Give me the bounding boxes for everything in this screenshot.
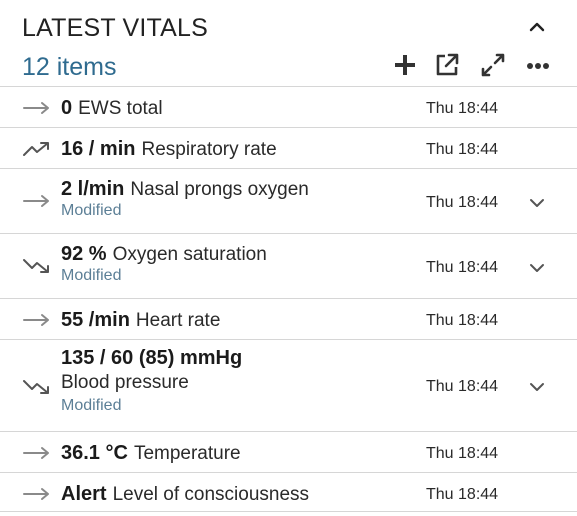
vital-label: Respiratory rate	[141, 139, 277, 160]
vital-time: Thu 18:44	[426, 259, 499, 276]
panel-title: LATEST VITALS	[22, 14, 208, 42]
vital-value: 135 / 60 (85) mmHg	[61, 347, 243, 369]
vital-time: Thu 18:44	[426, 312, 499, 329]
divider	[0, 511, 577, 512]
list-item[interactable]: 92 % Oxygen saturation Modified Thu 18:44	[0, 233, 577, 298]
vital-time: Thu 18:44	[426, 100, 499, 117]
vital-time: Thu 18:44	[426, 141, 499, 158]
vital-time: Thu 18:44	[426, 378, 499, 395]
vital-content: 135 / 60 (85) mmHg Blood pressure Modifi…	[61, 347, 242, 416]
vital-value: 16 / min	[61, 138, 136, 160]
expand-icon[interactable]	[478, 50, 508, 80]
modified-label: Modified	[61, 397, 122, 414]
chevron-up-icon[interactable]	[526, 16, 548, 38]
list-item[interactable]: 2 l/min Nasal prongs oxygen Modified Thu …	[0, 168, 577, 233]
chevron-down-icon[interactable]	[528, 261, 546, 273]
modified-label: Modified	[61, 202, 122, 219]
vital-value: 92 %	[61, 243, 107, 265]
trend-down-icon	[22, 378, 52, 396]
item-count: 12 items	[22, 53, 117, 81]
list-item[interactable]: 16 / min Respiratory rate Thu 18:44	[0, 127, 577, 168]
modified-label: Modified	[61, 267, 122, 284]
vital-label: Nasal prongs oxygen	[130, 179, 309, 200]
vital-value: Alert	[61, 483, 107, 505]
plus-icon[interactable]	[390, 50, 420, 80]
vital-label: Oxygen saturation	[112, 244, 267, 265]
vital-value: 2 l/min	[61, 178, 125, 200]
vital-value: 55 /min	[61, 309, 130, 331]
external-link-icon[interactable]	[432, 50, 462, 80]
list-item[interactable]: Alert Level of consciousness Thu 18:44	[0, 472, 577, 513]
vital-content: 2 l/min Nasal prongs oxygen Modified	[61, 178, 309, 221]
vital-label: Heart rate	[135, 310, 221, 331]
vital-content: 92 % Oxygen saturation Modified	[61, 243, 267, 286]
vital-time: Thu 18:44	[426, 194, 499, 211]
list-item[interactable]: 55 /min Heart rate Thu 18:44	[0, 298, 577, 339]
trend-flat-icon	[22, 311, 52, 329]
vital-content: Alert Level of consciousness	[61, 483, 309, 506]
trend-flat-icon	[22, 444, 52, 462]
vital-content: 55 /min Heart rate	[61, 309, 220, 332]
vitals-list: 0 EWS total Thu 18:44 16 / min Respiratory…	[0, 86, 577, 513]
trend-up-icon	[22, 140, 52, 158]
vital-content: 36.1 °C Temperature	[61, 442, 241, 465]
vital-value: 0	[61, 97, 73, 119]
trend-flat-icon	[22, 99, 52, 117]
vital-time: Thu 18:44	[426, 445, 499, 462]
vital-label: Blood pressure	[61, 372, 189, 393]
trend-flat-icon	[22, 192, 52, 210]
trend-flat-icon	[22, 485, 52, 503]
vital-label: Temperature	[133, 443, 241, 464]
list-item[interactable]: 0 EWS total Thu 18:44	[0, 86, 577, 127]
vital-time: Thu 18:44	[426, 486, 499, 503]
trend-down-icon	[22, 257, 52, 275]
more-icon[interactable]	[523, 50, 553, 80]
list-item[interactable]: 135 / 60 (85) mmHg Blood pressure Modifi…	[0, 339, 577, 431]
vital-value: 36.1 °C	[61, 442, 128, 464]
vital-label: Level of consciousness	[112, 484, 310, 505]
vital-label: EWS total	[78, 98, 163, 119]
list-item[interactable]: 36.1 °C Temperature Thu 18:44	[0, 431, 577, 472]
chevron-down-icon[interactable]	[528, 380, 546, 392]
panel-header: LATEST VITALS 12 items	[0, 0, 577, 90]
chevron-down-icon[interactable]	[528, 196, 546, 208]
vital-content: 16 / min Respiratory rate	[61, 138, 277, 161]
vital-content: 0 EWS total	[61, 97, 163, 120]
